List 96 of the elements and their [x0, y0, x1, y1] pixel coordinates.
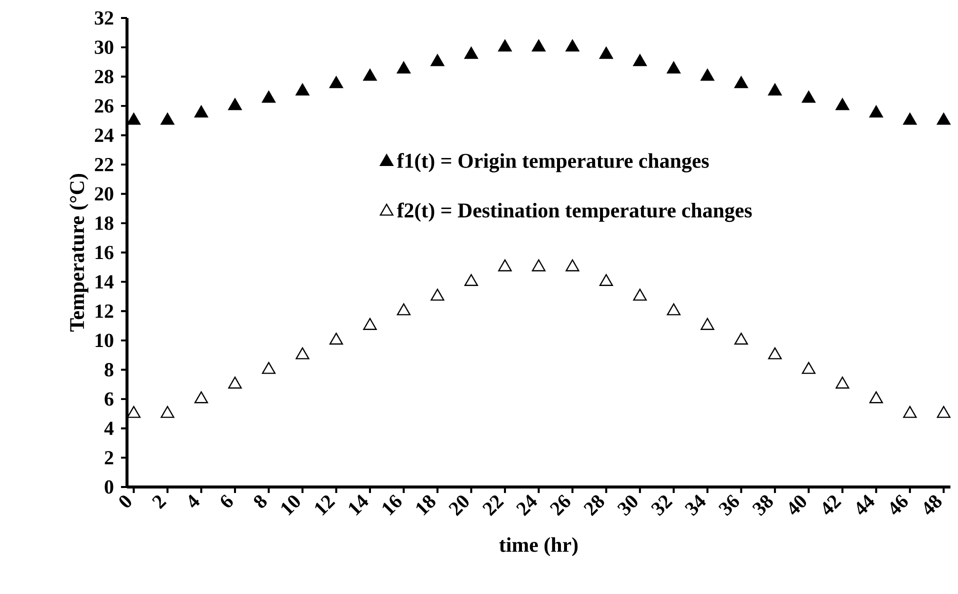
point — [430, 54, 444, 66]
x-tick-label: 18 — [416, 495, 436, 516]
point — [599, 46, 614, 59]
point — [363, 68, 377, 81]
point — [498, 40, 512, 52]
x-tick-label: 34 — [684, 494, 706, 516]
y-tick-label: 22 — [94, 158, 114, 172]
point — [768, 347, 782, 360]
x-tick-label: 22 — [482, 496, 504, 516]
y-tick-label: 28 — [94, 70, 114, 84]
point — [936, 406, 950, 418]
x-tick-label: 26 — [550, 494, 570, 516]
point — [700, 68, 714, 81]
point — [734, 332, 748, 345]
point — [262, 90, 276, 103]
point — [228, 376, 242, 389]
point — [802, 90, 816, 103]
x-axis-title: time (hr) — [499, 537, 578, 556]
point — [498, 259, 512, 272]
y-tick-label: 8 — [104, 363, 114, 376]
point — [396, 303, 411, 316]
point — [903, 112, 917, 125]
point — [126, 112, 141, 125]
x-tick-label: 8 — [254, 495, 267, 508]
point — [869, 105, 883, 118]
point — [700, 318, 714, 330]
point — [532, 40, 546, 52]
x-tick-label: 48 — [924, 495, 942, 515]
x-tick-label: 44 — [856, 494, 875, 515]
point — [329, 332, 344, 345]
legend-label: f2(t) = Destination temperature changes — [396, 202, 752, 222]
x-tick-label: 38 — [752, 495, 773, 516]
point — [633, 288, 647, 301]
y-tick-label: 20 — [94, 187, 114, 201]
point — [836, 376, 850, 389]
point — [430, 288, 444, 301]
point — [532, 259, 546, 272]
y-tick-label: 2 — [104, 451, 114, 464]
x-tick-label: 0 — [119, 496, 132, 508]
point — [666, 62, 681, 74]
x-tick-label: 30 — [617, 496, 638, 516]
point — [396, 62, 411, 74]
x-tick-label: 2 — [152, 496, 167, 510]
point — [126, 406, 141, 418]
point — [296, 84, 310, 96]
point — [599, 274, 614, 286]
point — [160, 112, 174, 125]
y-tick-label: 12 — [96, 304, 114, 318]
y-tick-label: 16 — [96, 246, 114, 260]
point — [228, 98, 242, 110]
point — [464, 274, 478, 286]
point — [802, 362, 816, 374]
y-tick-label: 26 — [94, 99, 114, 113]
y-axis-title: Temperature (°C) — [69, 174, 88, 332]
y-tick-label: 10 — [96, 334, 114, 348]
x-tick-label: 42 — [823, 496, 842, 515]
y-tick-label: 32 — [94, 11, 114, 25]
x-tick-label: 40 — [789, 496, 806, 515]
point — [566, 40, 580, 52]
x-tick-label: 20 — [448, 496, 469, 516]
y-tick-label: 18 — [96, 216, 114, 230]
point — [903, 406, 917, 418]
legend-label: f1(t) = Origin temperature changes — [396, 153, 709, 172]
x-tick-label: 14 — [348, 494, 368, 516]
point — [734, 76, 748, 88]
y-tick-label: 24 — [94, 128, 114, 142]
x-tick-label: 46 — [890, 494, 908, 515]
point — [936, 112, 950, 125]
point — [194, 105, 208, 118]
point — [633, 54, 647, 66]
y-tick-label: 30 — [94, 40, 114, 54]
point — [363, 318, 377, 330]
x-tick-label: 4 — [188, 494, 200, 508]
y-tick-label: 6 — [104, 392, 114, 406]
y-tick-label: 4 — [104, 422, 114, 435]
point — [262, 362, 276, 374]
point — [329, 76, 344, 88]
x-tick-label: 32 — [651, 495, 673, 516]
x-tick-label: 12 — [315, 496, 336, 516]
point — [464, 46, 478, 59]
x-tick-label: 6 — [220, 494, 233, 508]
x-tick-label: 28 — [584, 495, 604, 516]
x-tick-label: 10 — [281, 496, 300, 516]
x-tick-label: 24 — [516, 494, 538, 516]
point — [768, 84, 782, 96]
point — [566, 259, 580, 272]
point — [194, 391, 208, 404]
x-tick-label: 16 — [382, 494, 402, 516]
point — [666, 303, 681, 316]
point — [869, 391, 883, 404]
point — [160, 406, 174, 418]
y-tick-label: 0 — [104, 480, 114, 494]
x-tick-label: 36 — [718, 494, 739, 516]
y-tick-label: 14 — [96, 275, 114, 288]
point — [836, 98, 850, 110]
point — [296, 347, 310, 360]
